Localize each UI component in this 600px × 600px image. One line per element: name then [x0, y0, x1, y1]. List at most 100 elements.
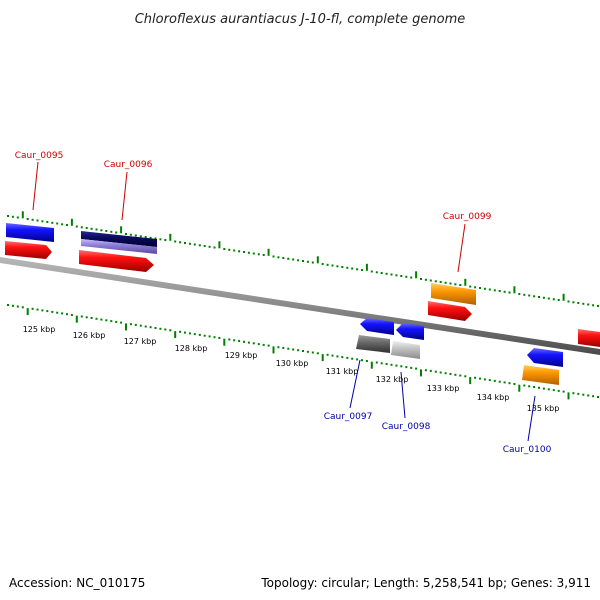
minor-tick [405, 275, 408, 278]
gene-caur-0095[interactable] [5, 241, 52, 259]
minor-tick [582, 393, 585, 396]
minor-tick [356, 268, 359, 271]
minor-tick [46, 221, 49, 223]
minor-tick [488, 379, 491, 382]
minor-tick [474, 376, 477, 379]
minor-tick [400, 365, 403, 368]
minor-tick [410, 366, 413, 369]
minor-tick [75, 225, 78, 228]
major-tick [26, 308, 29, 316]
leader-line [527, 395, 536, 442]
minor-tick [31, 307, 34, 310]
gene-label-caur-0098[interactable]: Caur_0098 [382, 422, 431, 432]
minor-tick [341, 356, 344, 359]
minor-tick [21, 306, 24, 309]
minor-tick [498, 290, 501, 292]
minor-tick [115, 231, 118, 234]
major-tick [218, 241, 221, 249]
tick-label: 127 kbp [124, 337, 157, 346]
major-tick [562, 293, 565, 301]
minor-tick [213, 336, 216, 339]
major-tick [321, 354, 324, 362]
minor-tick [95, 228, 98, 231]
minor-tick [115, 320, 118, 323]
gene-navy[interactable] [81, 231, 157, 247]
minor-tick [464, 375, 467, 378]
gene-blue-reverse-3[interactable] [527, 348, 563, 367]
gene-purple[interactable] [81, 239, 157, 254]
minor-tick [223, 248, 226, 250]
minor-tick [228, 248, 231, 251]
minor-tick [292, 258, 295, 261]
gene-blue-reverse-2[interactable] [396, 323, 424, 340]
minor-tick [341, 266, 344, 268]
minor-tick [493, 289, 496, 292]
minor-tick [429, 369, 432, 372]
minor-tick [198, 244, 201, 247]
minor-tick [198, 333, 201, 336]
minor-tick [46, 310, 49, 313]
minor-tick [311, 261, 314, 264]
minor-tick [16, 216, 19, 219]
minor-tick [139, 324, 142, 327]
minor-tick [459, 284, 462, 286]
minor-tick [164, 328, 167, 331]
tick-label: 135 kbp [527, 404, 560, 413]
gene-blue-reverse[interactable] [360, 318, 394, 335]
minor-tick [56, 311, 59, 314]
tick-label: 125 kbp [23, 325, 56, 334]
minor-tick [523, 293, 526, 296]
minor-tick [508, 382, 511, 385]
gene-caur-0096[interactable] [79, 250, 154, 272]
minor-tick [326, 353, 329, 356]
minor-tick [105, 319, 108, 322]
minor-tick [306, 350, 309, 353]
major-tick [316, 256, 319, 264]
gene-label-caur-0095[interactable]: Caur_0095 [15, 151, 64, 161]
minor-tick [277, 256, 280, 259]
minor-tick [351, 357, 354, 360]
minor-tick [572, 301, 575, 304]
minor-tick [370, 270, 373, 273]
major-tick [469, 377, 472, 385]
gene-label-caur-0100[interactable]: Caur_0100 [503, 445, 552, 455]
tick-label: 126 kbp [73, 331, 106, 340]
minor-tick [85, 316, 88, 319]
minor-tick [365, 360, 368, 362]
tick-label: 128 kbp [175, 344, 208, 353]
minor-tick [179, 241, 182, 244]
major-tick [567, 392, 570, 400]
minor-tick [587, 394, 590, 397]
gene-label-caur-0099[interactable]: Caur_0099 [443, 212, 492, 222]
gene-caur-0098[interactable] [391, 341, 420, 359]
leader-line [32, 161, 39, 211]
minor-tick [7, 215, 9, 217]
gene-caur-0099[interactable] [428, 301, 472, 321]
gene-blue[interactable] [6, 223, 54, 242]
minor-tick [356, 358, 359, 361]
minor-tick [306, 260, 309, 263]
minor-tick [41, 220, 44, 223]
major-tick [125, 323, 127, 331]
minor-tick [351, 267, 354, 270]
gene-label-caur-0097[interactable]: Caur_0097 [324, 412, 373, 422]
minor-tick [159, 327, 162, 330]
minor-tick [597, 305, 599, 307]
minor-tick [51, 310, 54, 313]
gene-orange[interactable] [431, 283, 476, 305]
gene-label-caur-0096[interactable]: Caur_0096 [104, 160, 153, 170]
reverse-gene-group [356, 318, 563, 385]
minor-tick [292, 348, 295, 351]
minor-tick [297, 259, 300, 262]
gene-red-edge[interactable] [578, 329, 600, 347]
minor-tick [247, 341, 250, 344]
minor-tick [346, 356, 349, 359]
minor-tick [375, 361, 378, 364]
gene-caur-0097[interactable] [356, 335, 390, 353]
minor-tick [415, 367, 418, 370]
gene-caur-0100[interactable] [522, 365, 559, 385]
minor-tick [547, 297, 550, 300]
minor-tick [238, 250, 241, 253]
minor-tick [26, 218, 29, 220]
minor-tick [70, 314, 73, 316]
